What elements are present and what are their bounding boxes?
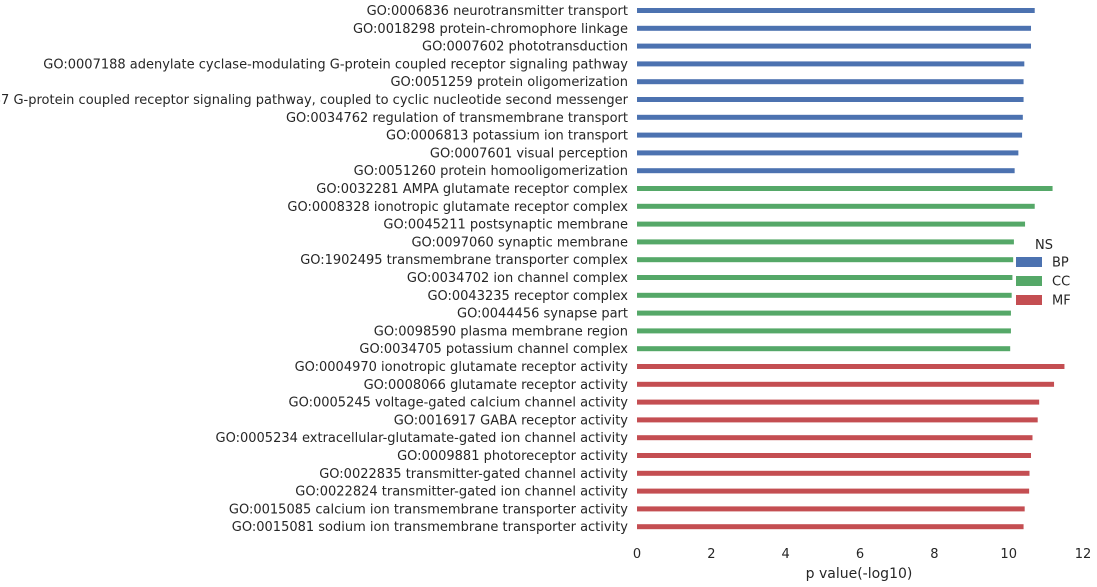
- x-tick-label: 8: [930, 547, 938, 562]
- bar-mf: [637, 381, 1055, 387]
- bar-mf: [637, 417, 1038, 423]
- bar-bp: [637, 8, 1035, 13]
- category-label: GO:0097060 synaptic membrane: [411, 235, 628, 250]
- legend-label-cc: CC: [1052, 275, 1070, 290]
- category-label: GO:0007602 phototransduction: [422, 40, 628, 55]
- bar-cc: [637, 203, 1035, 209]
- bar-mf: [637, 435, 1033, 441]
- x-tick-label: 2: [707, 547, 715, 562]
- category-label: GO:0015081 sodium ion transmembrane tran…: [232, 520, 628, 535]
- bar-bp: [637, 97, 1024, 102]
- legend: NS BP CC MF: [1016, 238, 1071, 309]
- category-label: GO:0007601 visual perception: [430, 146, 628, 161]
- x-tick-label: 6: [856, 547, 864, 562]
- bar-bp: [637, 132, 1023, 138]
- bar-mf: [637, 399, 1040, 405]
- legend-swatch-mf: [1016, 295, 1042, 305]
- category-label: GO:0004970 ionotropic glutamate receptor…: [295, 360, 629, 375]
- category-label: GO:0051259 protein oligomerization: [390, 75, 628, 90]
- bar-mf: [637, 364, 1065, 369]
- bar-bp: [637, 150, 1019, 156]
- x-tick-label: 0: [633, 547, 641, 562]
- legend-swatch-bp: [1016, 257, 1042, 267]
- bar-cc: [637, 221, 1026, 227]
- bar-mf: [637, 488, 1030, 494]
- bar-cc: [637, 275, 1013, 280]
- bar-mf: [637, 524, 1024, 530]
- x-tick-label: 4: [782, 547, 790, 562]
- category-label: GO:0009881 photoreceptor activity: [397, 449, 628, 464]
- bar-cc: [637, 186, 1053, 191]
- bar-bp: [637, 114, 1023, 120]
- bar-cc: [637, 292, 1012, 298]
- bar-cc: [637, 328, 1011, 334]
- legend-title: NS: [1035, 238, 1053, 253]
- category-label: GO:0016917 GABA receptor activity: [394, 413, 629, 428]
- category-label: GO:0034705 potassium channel complex: [359, 342, 628, 357]
- category-label: GO:0034702 ion channel complex: [407, 271, 628, 286]
- bar-cc: [637, 310, 1011, 316]
- category-label: GO:0015085 calcium ion transmembrane tra…: [229, 502, 628, 517]
- category-label: GO:0005234 extracellular-glutamate-gated…: [216, 431, 629, 446]
- bar-cc: [637, 257, 1014, 263]
- category-label: GO:0007187 G-protein coupled receptor si…: [0, 93, 629, 108]
- category-label: GO:0034762 regulation of transmembrane t…: [286, 111, 628, 126]
- category-label: GO:0098590 plasma membrane region: [374, 324, 628, 339]
- category-label: GO:0045211 postsynaptic membrane: [383, 218, 628, 233]
- bar-bp: [637, 25, 1032, 31]
- category-label: GO:0008328 ionotropic glutamate receptor…: [287, 200, 628, 215]
- category-labels-layer: GO:0006836 neurotransmitter transport GO:…: [0, 4, 629, 535]
- x-axis-title: p value(-log10): [806, 566, 913, 582]
- bar-bp: [637, 168, 1015, 174]
- bar-mf: [637, 506, 1025, 512]
- category-label: GO:0008066 glutamate receptor activity: [364, 378, 629, 393]
- bar-cc: [637, 346, 1011, 352]
- legend-label-bp: BP: [1052, 256, 1069, 271]
- legend-swatch-cc: [1016, 276, 1042, 286]
- bar-cc: [637, 239, 1014, 245]
- bar-bp: [637, 43, 1032, 49]
- bars-layer: [637, 8, 1065, 530]
- category-label: GO:0051260 protein homooligomerization: [354, 164, 628, 179]
- bar-bp: [637, 61, 1025, 67]
- category-label: GO:0043235 receptor complex: [427, 289, 628, 304]
- category-label: GO:0006813 potassium ion transport: [386, 129, 628, 144]
- x-axis-ticks: 0 2 4 6 8 10 12: [633, 547, 1091, 562]
- legend-label-mf: MF: [1052, 294, 1071, 309]
- bar-bp: [637, 79, 1024, 85]
- category-label: GO:0018298 protein-chromophore linkage: [353, 22, 628, 37]
- category-label: GO:0007188 adenylate cyclase-modulating …: [43, 57, 628, 72]
- bar-mf: [637, 453, 1032, 458]
- category-label: GO:0032281 AMPA glutamate receptor compl…: [316, 182, 628, 197]
- bar-mf: [637, 470, 1030, 476]
- x-tick-label: 10: [1000, 547, 1017, 562]
- category-label: GO:0006836 neurotransmitter transport: [367, 4, 628, 19]
- category-label: GO:0022824 transmitter-gated ion channel…: [295, 485, 628, 500]
- category-label: GO:0005245 voltage-gated calcium channel…: [289, 396, 629, 411]
- x-tick-label: 12: [1075, 547, 1092, 562]
- category-label: GO:1902495 transmembrane transporter com…: [300, 253, 628, 268]
- category-label: GO:0044456 synapse part: [457, 307, 628, 322]
- category-label: GO:0022835 transmitter-gated channel act…: [319, 467, 628, 482]
